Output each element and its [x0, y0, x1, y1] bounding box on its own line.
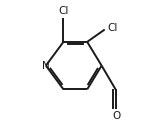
Text: Cl: Cl [108, 23, 118, 34]
Text: N: N [42, 61, 50, 71]
Text: Cl: Cl [58, 6, 69, 16]
Text: O: O [112, 111, 121, 121]
